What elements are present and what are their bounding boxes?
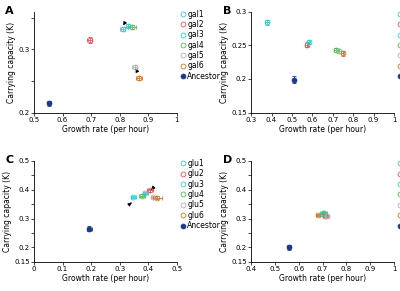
Legend: gal1, gal2, gal3, gal4, gal5, gal6, Ancestor: gal1, gal2, gal3, gal4, gal5, gal6, Ance… (181, 10, 221, 81)
Legend: glu1, glu2, glu3, glu4, glu5, glu6, Ancestor: glu1, glu2, glu3, glu4, glu5, glu6, Ance… (181, 159, 221, 230)
X-axis label: Growth rate (per hour): Growth rate (per hour) (279, 125, 366, 134)
Text: A: A (6, 6, 14, 16)
X-axis label: Growth rate (per hour): Growth rate (per hour) (62, 274, 149, 283)
Legend: gal1, gal2, gal3, gal4, gal5, gal6, Ancestor: gal1, gal2, gal3, gal4, gal5, gal6, Ance… (398, 10, 400, 81)
Y-axis label: Carrying capacity (K): Carrying capacity (K) (8, 22, 16, 103)
Y-axis label: Carrying capacity (K): Carrying capacity (K) (220, 22, 229, 103)
Legend: glu1, glu2, glu3, glu4, glu5, glu6, Ancestor: glu1, glu2, glu3, glu4, glu5, glu6, Ance… (398, 159, 400, 230)
X-axis label: Growth rate (per hour): Growth rate (per hour) (62, 125, 149, 134)
Y-axis label: Carrying capacity (K): Carrying capacity (K) (3, 171, 12, 252)
Text: C: C (6, 155, 14, 165)
Y-axis label: Carrying capacity (K): Carrying capacity (K) (220, 171, 229, 252)
Text: B: B (222, 6, 231, 16)
Text: D: D (222, 155, 232, 165)
X-axis label: Growth rate (per hour): Growth rate (per hour) (279, 274, 366, 283)
